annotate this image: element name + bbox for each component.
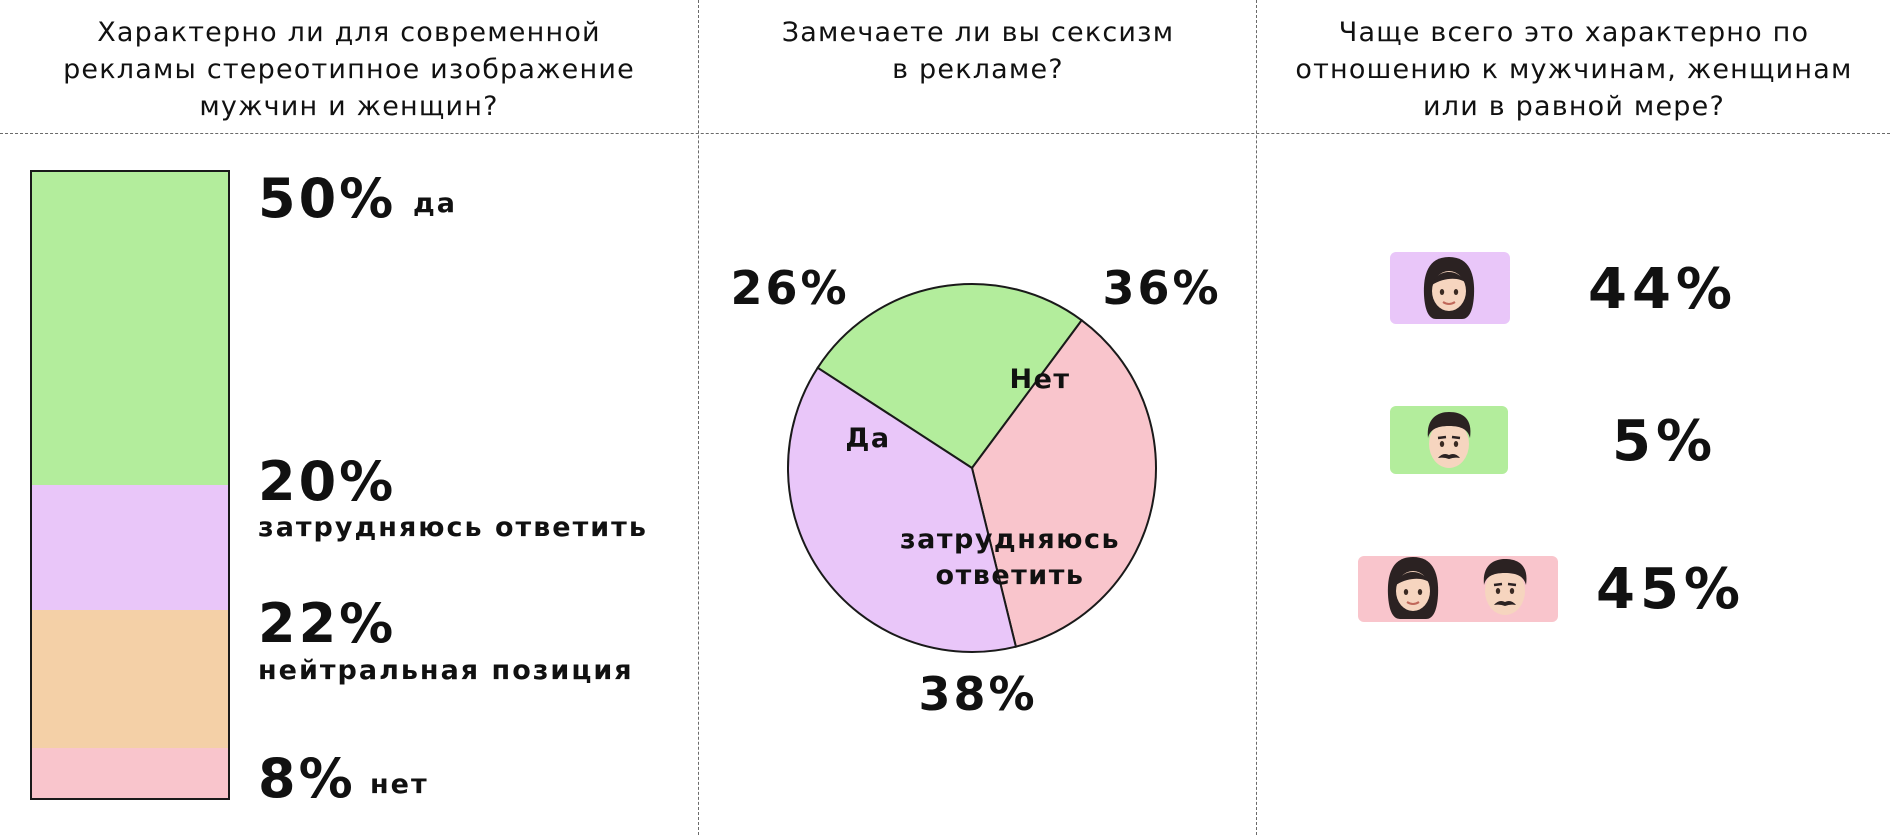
pie-slice: [970, 318, 1157, 648]
bar-segment: [32, 747, 228, 798]
question-3: Чаще всего это характерно по отношению к …: [1295, 17, 1853, 122]
share-value-label: 44%: [1588, 257, 1738, 322]
pie-value-label: 36%: [1102, 261, 1221, 315]
bar-category-label: нет: [370, 769, 429, 800]
stacked-bar: [30, 170, 230, 800]
question-1: Характерно ли для современной рекламы сте…: [63, 17, 635, 122]
bar-value-label: 22%: [258, 592, 397, 655]
share-value-label: 5%: [1612, 409, 1718, 474]
column-divider-1: [698, 0, 699, 835]
pie-slice-label: Да: [845, 423, 890, 454]
bar-category-label: нейтральная позиция: [258, 655, 634, 686]
woman-icon: [1382, 555, 1444, 625]
pie-value-label: 26%: [730, 261, 849, 315]
pie-slice-label: Нет: [1009, 364, 1070, 395]
man-icon: [1418, 408, 1480, 478]
man-icon: [1474, 555, 1536, 625]
pie-slice-label: затрудняюсь ответить: [900, 524, 1120, 591]
bar-category-label: затрудняюсь ответить: [258, 512, 648, 543]
column-divider-2: [1256, 0, 1257, 835]
pie-value-label: 38%: [918, 667, 1037, 721]
header-divider: [0, 133, 1890, 134]
bar-value-label: 20%: [258, 450, 397, 513]
bar-value-label: 50%: [258, 167, 397, 230]
bar-segment: [32, 485, 228, 611]
bar-value-label: 8%: [258, 747, 356, 810]
bar-segment: [32, 172, 228, 485]
share-value-label: 45%: [1596, 557, 1746, 622]
woman-icon: [1418, 255, 1480, 325]
bar-category-label: да: [413, 188, 458, 219]
question-2: Замечаете ли вы сексизм в рекламе?: [781, 17, 1175, 85]
pie-slice: [787, 366, 1018, 653]
pie-slice: [816, 283, 1084, 470]
bar-segment: [32, 610, 228, 748]
